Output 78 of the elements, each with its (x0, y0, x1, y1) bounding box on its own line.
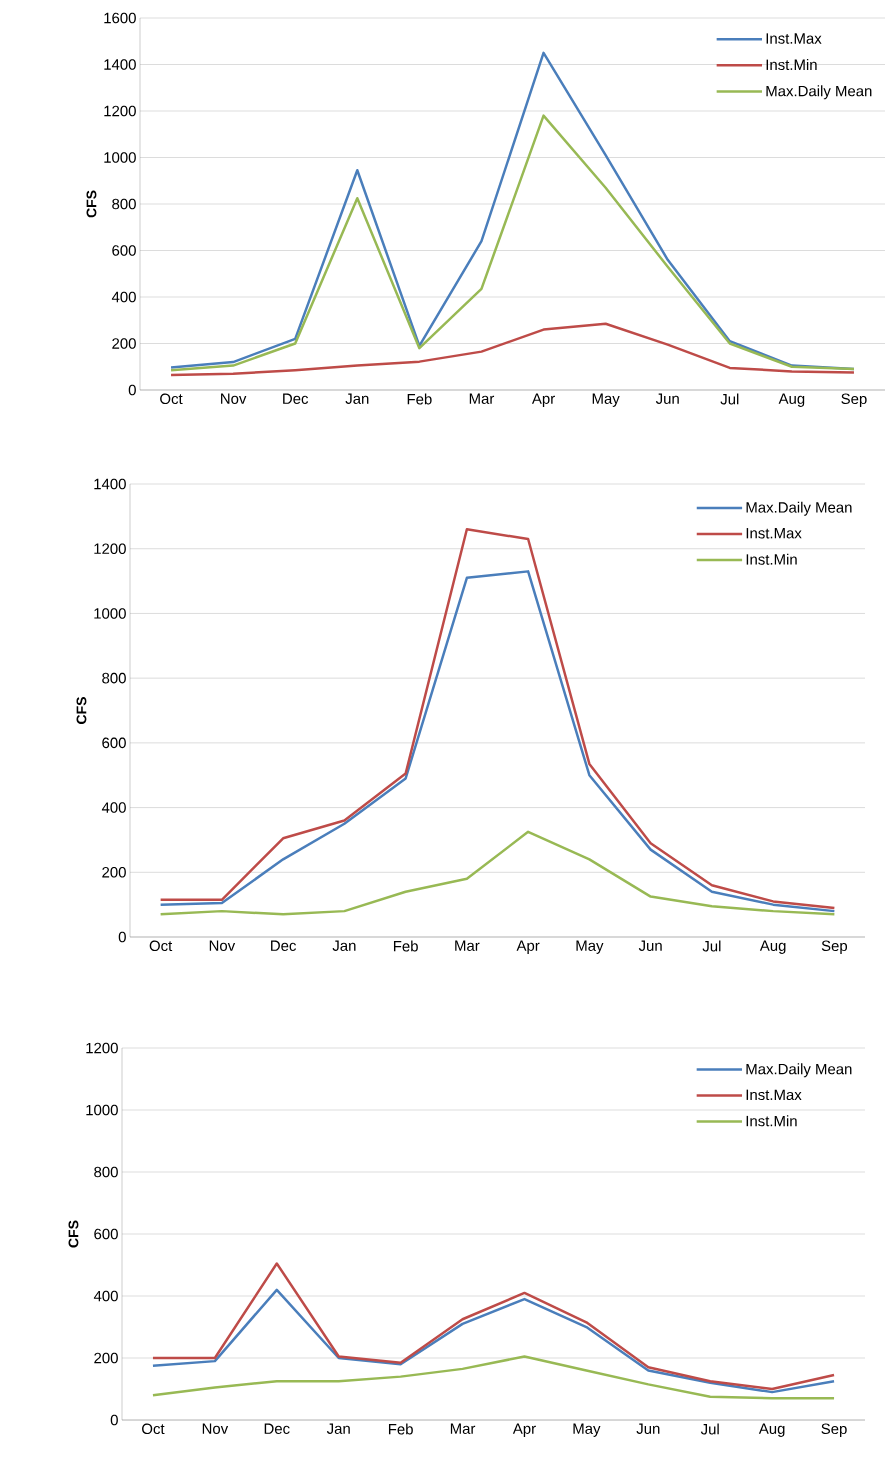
legend-label: Inst.Max (746, 1089, 802, 1101)
y-tick-label: 1000 (104, 152, 136, 163)
line-series (169, 322, 856, 377)
y-tick-label: 400 (101, 802, 126, 813)
y-tick-label: 0 (128, 384, 136, 396)
y-tick-label: 600 (102, 737, 126, 749)
x-tick-label: Nov (209, 940, 236, 951)
x-tick-label: Dec (271, 940, 297, 951)
y-axis-title: CFS (76, 697, 87, 724)
x-tick-label: Feb (388, 1423, 413, 1435)
y-tick-label: 400 (93, 1290, 118, 1302)
x-tick-label: Jun (655, 393, 679, 404)
y-tick-label: 0 (110, 1414, 118, 1426)
x-tick-label: Aug (758, 1423, 785, 1437)
legend-label: Max.Daily Mean (746, 501, 852, 516)
x-tick-label: Feb (393, 940, 418, 952)
x-tick-label: Mar (450, 1423, 476, 1434)
y-tick-label: 800 (102, 672, 126, 684)
x-tick-label: May (592, 393, 620, 407)
x-tick-label: Sep (821, 940, 848, 955)
x-tick-label: Apr (531, 393, 555, 407)
x-tick-label: Jul (700, 1423, 719, 1435)
y-axis-title: CFS (86, 190, 97, 218)
x-tick-label: Jan (332, 940, 356, 951)
x-tick-label: Jul (720, 393, 739, 405)
x-tick-label: Aug (778, 393, 805, 407)
y-tick-label: 800 (94, 1166, 118, 1178)
y-tick-label: 1400 (94, 478, 126, 490)
legend-label: Inst.Min (766, 59, 817, 71)
x-tick-label: Nov (202, 1423, 229, 1434)
x-tick-label: Oct (149, 940, 173, 952)
y-tick-label: 400 (111, 291, 136, 303)
y-tick-label: 200 (102, 867, 126, 878)
x-tick-label: Sep (821, 1423, 847, 1438)
line-series (151, 1288, 836, 1394)
x-tick-label: Oct (142, 1423, 165, 1435)
x-tick-label: Apr (516, 940, 540, 954)
legend-label: Inst.Max (746, 528, 802, 539)
line-series (159, 830, 836, 916)
legend-label: Inst.Min (746, 1115, 797, 1127)
line-series (151, 1355, 836, 1400)
y-tick-label: 0 (118, 931, 126, 943)
y-tick-label: 1000 (86, 1104, 118, 1116)
x-tick-label: Jun (636, 1423, 660, 1434)
line-series (151, 1262, 836, 1391)
legend-label: Max.Daily Mean (746, 1063, 852, 1078)
x-tick-label: Nov (221, 393, 247, 404)
y-tick-label: 1200 (86, 1042, 118, 1054)
y-tick-label: 200 (94, 1352, 118, 1364)
x-tick-label: Jan (326, 1423, 350, 1434)
x-tick-label: Mar (455, 940, 480, 951)
x-tick-label: May (576, 940, 604, 954)
x-tick-label: Jul (702, 940, 721, 952)
x-tick-label: Jun (638, 940, 662, 951)
x-tick-label: Aug (759, 940, 786, 954)
y-tick-label: 600 (112, 245, 136, 256)
y-tick-label: 600 (94, 1228, 118, 1240)
y-axis-title: CFS (68, 1220, 79, 1248)
line-series (169, 114, 856, 372)
y-tick-label: 800 (112, 198, 136, 210)
y-tick-label: 1200 (94, 543, 126, 555)
x-tick-label: Dec (264, 1423, 290, 1434)
x-tick-label: Jan (345, 393, 369, 404)
legend-label: Inst.Max (766, 33, 822, 44)
y-tick-label: 1200 (104, 105, 136, 117)
y-tick-label: 1400 (104, 59, 136, 70)
x-tick-label: Feb (407, 393, 432, 405)
x-tick-label: Oct (160, 393, 183, 405)
legend-label: Inst.Min (746, 553, 797, 565)
x-tick-label: Mar (469, 393, 495, 404)
y-tick-label: 1000 (94, 608, 126, 619)
y-tick-label: 200 (112, 338, 136, 349)
legend-label: Max.Daily Mean (766, 85, 872, 100)
x-tick-label: May (573, 1423, 601, 1437)
y-tick-label: 1600 (104, 12, 136, 24)
x-tick-label: Dec (283, 393, 309, 404)
x-tick-label: Sep (841, 393, 867, 408)
x-tick-label: Apr (512, 1423, 536, 1437)
